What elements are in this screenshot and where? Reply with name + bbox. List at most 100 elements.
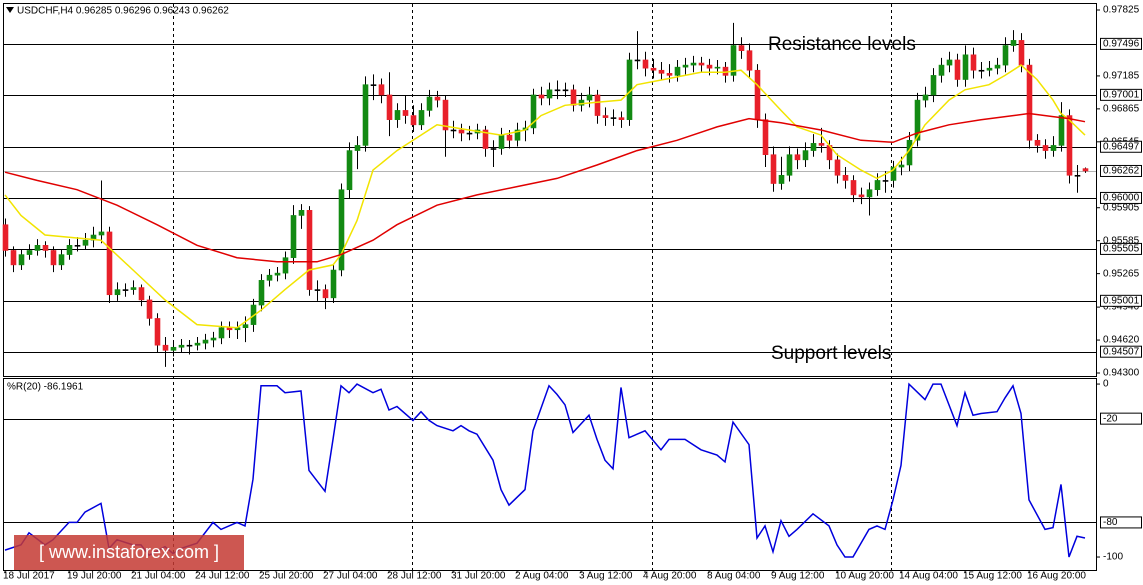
- candle-body: [546, 89, 553, 99]
- candle-body: [602, 115, 609, 118]
- y-tick-label: 0.95585: [1103, 235, 1140, 246]
- candle-body: [42, 245, 49, 251]
- plot-layer: 0.978250.971850.968650.965450.959050.955…: [2, 5, 1142, 582]
- candle-body: [938, 64, 945, 76]
- y-tick-label: -100: [1103, 552, 1123, 563]
- candle-body: [770, 154, 777, 184]
- candle-body: [610, 117, 617, 119]
- x-tick-label: 28 Jul 12:00: [387, 571, 442, 582]
- candle-body: [834, 159, 841, 176]
- candle-body: [594, 94, 601, 116]
- candle-body: [818, 143, 825, 146]
- level-label: 0.96000: [1103, 193, 1140, 204]
- level-label: -20: [1103, 413, 1118, 424]
- x-tick-label: 4 Aug 20:00: [643, 571, 697, 582]
- candle-body: [922, 94, 929, 101]
- candle-body: [10, 250, 17, 266]
- level-label: -80: [1103, 517, 1118, 528]
- annotation: Support levels: [771, 343, 891, 364]
- candle-body: [762, 119, 769, 155]
- x-tick-label: 21 Jul 04:00: [131, 571, 186, 582]
- candle-body: [338, 189, 345, 271]
- candle-body: [498, 134, 505, 149]
- x-tick-label: 19 Jul 20:00: [67, 571, 122, 582]
- series-line: [4, 112, 1086, 263]
- candle-body: [978, 69, 985, 72]
- candle-body: [386, 94, 393, 120]
- x-tick-label: 27 Jul 04:00: [323, 571, 378, 582]
- candle-body: [322, 289, 329, 299]
- candle-body: [482, 129, 489, 149]
- candle-body: [730, 45, 737, 76]
- x-tick-label: 24 Jul 12:00: [195, 571, 250, 582]
- series-line: [4, 64, 1086, 329]
- level-box: [1100, 345, 1142, 358]
- watermark: [ www.instaforex.com ]: [39, 542, 219, 562]
- level-label: 0.94507: [1103, 346, 1140, 357]
- candle-body: [1082, 168, 1089, 172]
- candle-body: [442, 99, 449, 131]
- candle-body: [674, 66, 681, 76]
- level-label: 0.96497: [1103, 141, 1140, 152]
- candle-body: [2, 224, 9, 251]
- candle-body: [258, 280, 265, 306]
- level-box: [1100, 191, 1142, 204]
- level-label: 0.95001: [1103, 295, 1140, 306]
- candle-body: [930, 75, 937, 96]
- candle-body: [1074, 174, 1081, 177]
- y-tick-label: 0.94940: [1103, 302, 1140, 313]
- candle-body: [946, 59, 953, 66]
- candle-body: [186, 344, 193, 347]
- candle-body: [426, 96, 433, 111]
- y-tick-label: 0.97825: [1103, 5, 1140, 16]
- candle-body: [362, 84, 369, 146]
- candle-body: [530, 94, 537, 129]
- candle-body: [346, 150, 353, 191]
- candle-body: [562, 89, 569, 92]
- candle-body: [962, 54, 969, 80]
- x-tick-label: 9 Aug 12:00: [771, 571, 825, 582]
- candle-body: [418, 110, 425, 126]
- candle-body: [794, 154, 801, 161]
- candle-body: [778, 174, 785, 184]
- level-box: [1100, 88, 1142, 101]
- level-box: [1100, 242, 1142, 255]
- y-tick-label: 0.94620: [1103, 335, 1140, 346]
- candle-body: [578, 99, 585, 106]
- candle-body: [266, 274, 273, 281]
- y-tick-label: 0.95905: [1103, 202, 1140, 213]
- candle-body: [842, 174, 849, 181]
- y-tick-label: 0.97185: [1103, 71, 1140, 82]
- candle-body: [490, 148, 497, 150]
- candle-body: [1034, 139, 1041, 146]
- candle-body: [26, 250, 33, 255]
- candle-body: [210, 337, 217, 341]
- level-label: 0.97001: [1103, 90, 1140, 101]
- candle-body: [130, 287, 137, 290]
- last-price-label: 0.96262: [1103, 166, 1140, 177]
- candle-body: [122, 289, 129, 291]
- candle-body: [514, 129, 521, 141]
- candle-body: [1002, 45, 1009, 66]
- candle-body: [394, 110, 401, 120]
- candle-body: [330, 269, 337, 299]
- candle-body: [538, 94, 545, 99]
- x-tick-label: 8 Aug 04:00: [707, 571, 761, 582]
- candle-body: [74, 245, 81, 247]
- level-label: 0.97496: [1103, 39, 1140, 50]
- candle-body: [858, 194, 865, 198]
- candle-body: [650, 67, 657, 71]
- separators: [173, 4, 892, 570]
- watermark-box: [14, 535, 244, 570]
- candle-body: [898, 164, 905, 168]
- menu-icon: [6, 7, 14, 13]
- x-tick-label: 25 Jul 20:00: [259, 571, 314, 582]
- candle-body: [714, 66, 721, 69]
- candle-body: [890, 166, 897, 181]
- level-label: 0.95505: [1103, 244, 1140, 255]
- x-tick-label: 2 Aug 04:00: [515, 571, 569, 582]
- candle-body: [586, 94, 593, 101]
- candle-body: [58, 254, 65, 266]
